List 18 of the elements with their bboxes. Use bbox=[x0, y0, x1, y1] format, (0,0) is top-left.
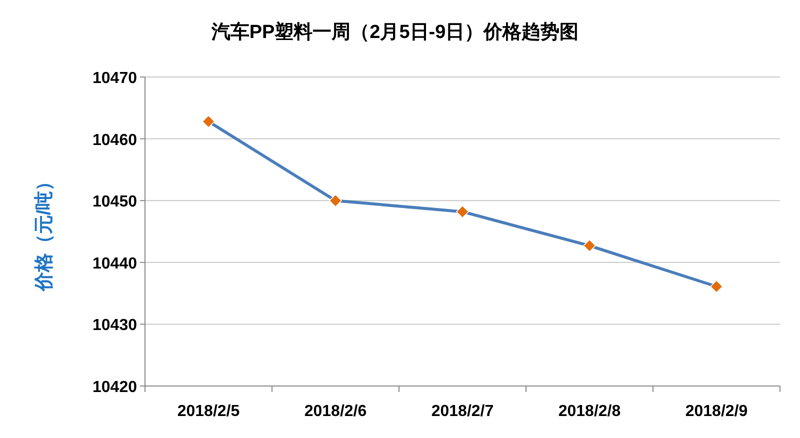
y-tick-label: 10450 bbox=[92, 194, 138, 211]
x-tick-label: 2018/2/6 bbox=[304, 403, 367, 420]
x-tick-label: 2018/2/7 bbox=[431, 403, 494, 420]
y-axis-title: 价格（元/吨） bbox=[33, 172, 55, 292]
x-tick-label: 2018/2/9 bbox=[685, 403, 748, 420]
y-tick-label: 10470 bbox=[92, 70, 138, 87]
point bbox=[710, 280, 723, 293]
y-tick-label: 10430 bbox=[92, 317, 138, 334]
chart-title: 汽车PP塑料一周（2月5日-9日）价格趋势图 bbox=[210, 21, 579, 43]
y-tick-label: 10460 bbox=[92, 132, 138, 149]
point bbox=[456, 205, 469, 218]
point bbox=[583, 239, 596, 252]
x-tick-label: 2018/2/5 bbox=[177, 403, 240, 420]
point bbox=[329, 194, 342, 207]
point bbox=[202, 115, 215, 128]
y-tick-label: 10440 bbox=[92, 255, 138, 272]
x-tick-label: 2018/2/8 bbox=[558, 403, 621, 420]
y-tick-label: 10420 bbox=[92, 379, 138, 396]
